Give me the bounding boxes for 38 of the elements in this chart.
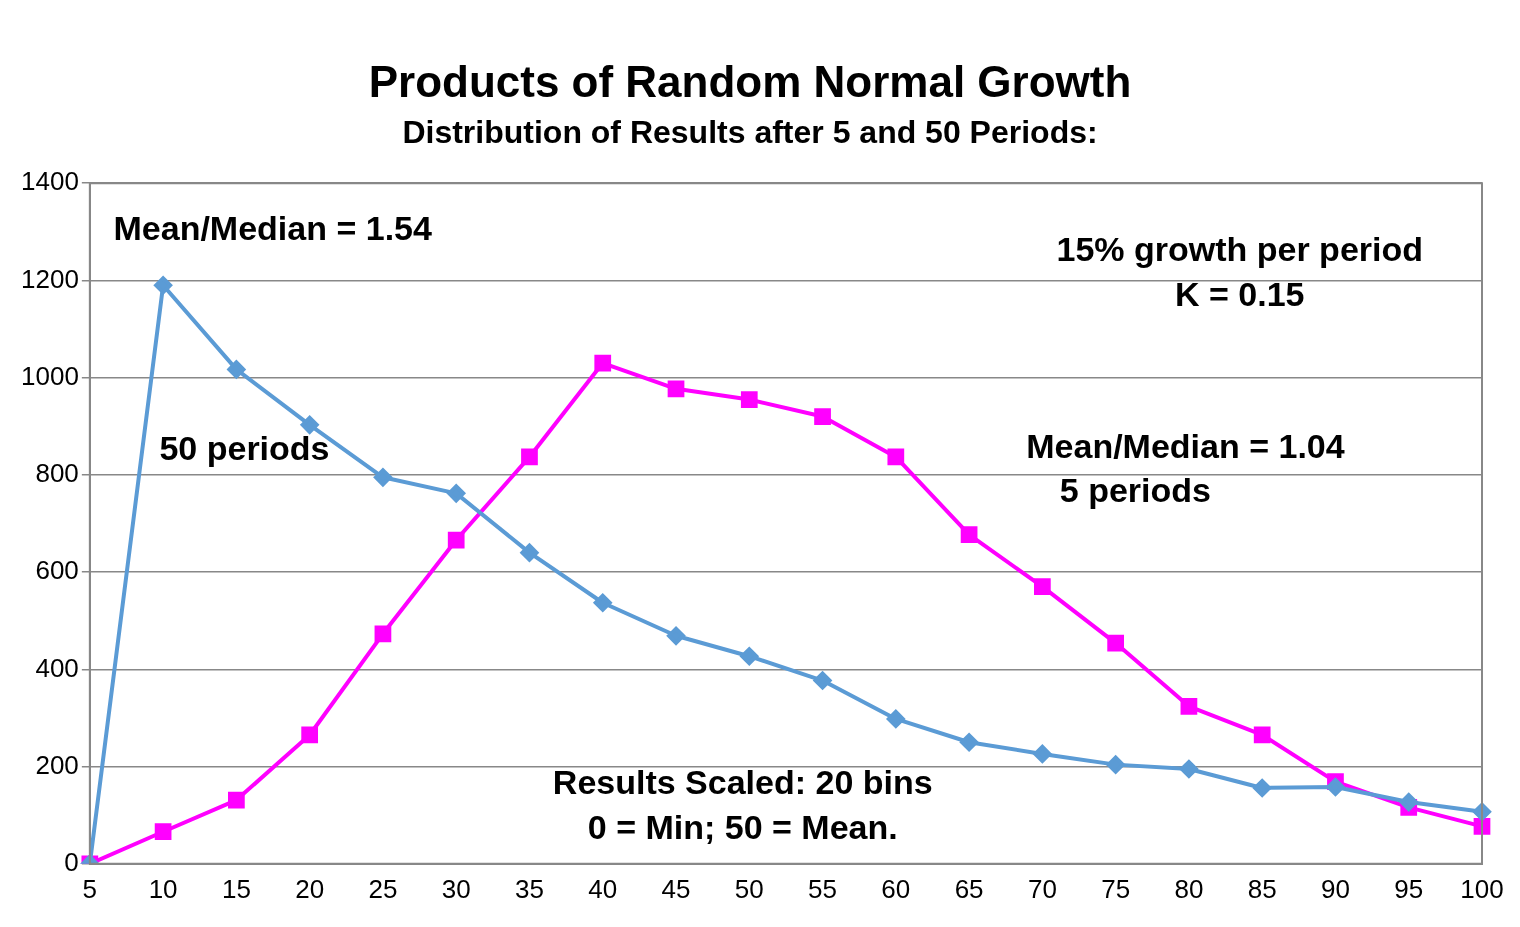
x-tick-label: 65 [954, 873, 984, 904]
chart-title: Products of Random Normal Growth [368, 56, 1132, 106]
annotation: Mean/Median = 1.54 [113, 208, 432, 247]
x-tick-label: 75 [1101, 873, 1131, 904]
y-tick-label: 1200 [21, 263, 79, 294]
x-tick-label: 25 [368, 873, 398, 904]
y-tick-label: 600 [35, 555, 79, 586]
y-tick-label: 400 [35, 652, 79, 683]
x-tick-label: 55 [808, 873, 838, 904]
x-tick-label: 100 [1460, 873, 1504, 904]
x-tick-label: 40 [588, 873, 618, 904]
chart-subtitle: Distribution of Results after 5 and 50 Periods: [402, 113, 1098, 150]
x-tick-label: 80 [1174, 873, 1204, 904]
y-tick-label: 0 [64, 846, 79, 877]
annotation: Results Scaled: 20 bins [552, 763, 933, 802]
annotation: K = 0.15 [1175, 274, 1305, 313]
y-tick-label: 800 [35, 458, 79, 489]
x-tick-label: 45 [661, 873, 691, 904]
x-tick-label: 95 [1394, 873, 1424, 904]
annotation: Mean/Median = 1.04 [1026, 427, 1345, 466]
x-tick-label: 20 [295, 873, 325, 904]
x-tick-label: 50 [734, 873, 764, 904]
x-tick-label: 35 [515, 873, 544, 904]
x-tick-label: 70 [1027, 873, 1057, 904]
x-tick-label: 60 [881, 873, 911, 904]
x-tick-label: 30 [441, 873, 471, 904]
text: 5 periods [1059, 471, 1211, 510]
x-tick-label: 90 [1321, 873, 1350, 904]
annotation: 15% growth per period [1056, 229, 1424, 268]
annotation: 0 = Min; 50 = Mean. [587, 808, 898, 847]
y-tick-label: 200 [35, 749, 79, 780]
series-label: 50 periods [159, 429, 330, 468]
x-tick-label: 15 [221, 873, 251, 904]
x-tick-label: 5 [82, 873, 98, 904]
x-tick-label: 85 [1247, 873, 1277, 904]
y-tick-label: 1400 [21, 166, 79, 197]
x-tick-label: 10 [148, 873, 178, 904]
y-tick-label: 1000 [21, 360, 79, 391]
